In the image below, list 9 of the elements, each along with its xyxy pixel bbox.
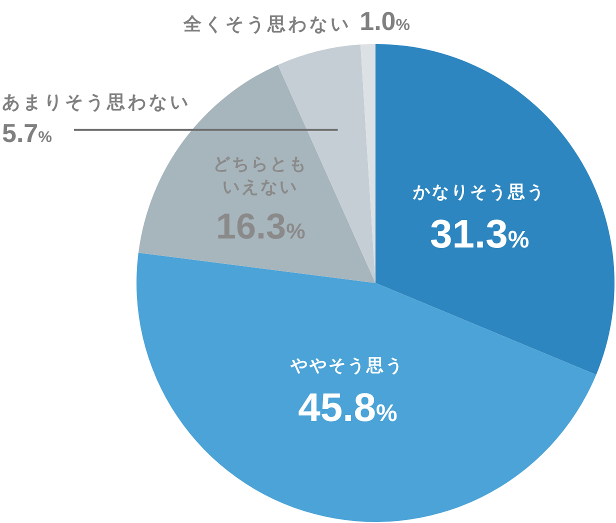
pie-slice [136,252,596,522]
slice-label: あまりそう思わない [2,92,191,113]
slice-label: ややそう思う [290,356,405,376]
data-label: 5.7% [2,118,52,148]
slice-label: かなりそう思う [412,182,546,203]
slice-label: 全くそう思わない [182,14,352,35]
data-label: 1.0% [360,6,410,36]
data-label: 31.3% [430,212,530,257]
data-label: 45.8% [298,386,398,430]
